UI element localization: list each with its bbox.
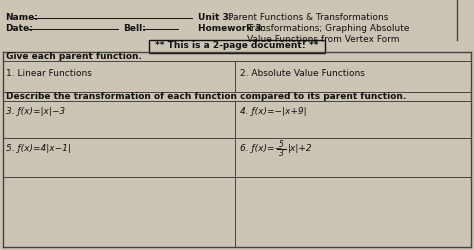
Text: 4. ƒ(x)=−|x+9|: 4. ƒ(x)=−|x+9|	[240, 107, 307, 116]
Text: Give each parent function.: Give each parent function.	[6, 52, 142, 61]
Text: Describe the transformation of each function compared to its parent function.: Describe the transformation of each func…	[6, 92, 406, 101]
Text: 6. ƒ(x)=−: 6. ƒ(x)=−	[240, 144, 282, 154]
Text: 3: 3	[279, 149, 284, 158]
Text: 1. Linear Functions: 1. Linear Functions	[6, 69, 92, 78]
FancyBboxPatch shape	[149, 40, 325, 52]
Text: 3. ƒ(x)=|x|−3: 3. ƒ(x)=|x|−3	[6, 107, 65, 116]
Text: Unit 3:: Unit 3:	[198, 13, 232, 22]
Text: Date:: Date:	[5, 24, 33, 33]
Text: 5: 5	[279, 140, 284, 149]
Text: |x|+2: |x|+2	[288, 144, 313, 154]
Text: 2. Absolute Value Functions: 2. Absolute Value Functions	[240, 69, 365, 78]
Text: 5. ƒ(x)=4|x−1|: 5. ƒ(x)=4|x−1|	[6, 144, 71, 154]
Text: Name:: Name:	[5, 13, 38, 22]
Text: Value Functions from Vertex Form: Value Functions from Vertex Form	[247, 35, 400, 44]
Text: ** This is a 2-page document! **: ** This is a 2-page document! **	[155, 42, 319, 50]
Text: Homework 3:: Homework 3:	[198, 24, 265, 33]
Text: Parent Functions & Transformations: Parent Functions & Transformations	[228, 13, 388, 22]
Text: Transformations; Graphing Absolute: Transformations; Graphing Absolute	[247, 24, 410, 33]
Text: Bell:: Bell:	[123, 24, 146, 33]
